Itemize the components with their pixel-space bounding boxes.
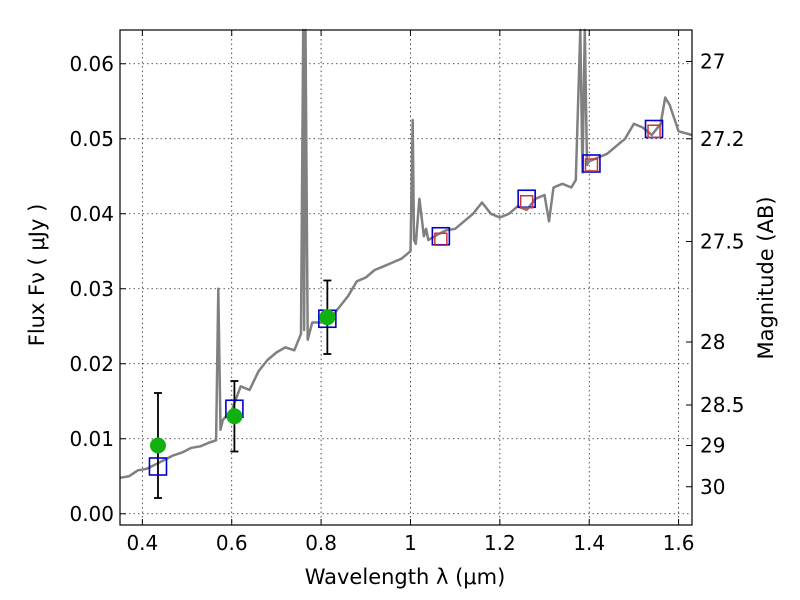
x-tick-label: 0.8	[305, 531, 337, 555]
y-tick-label: 0.06	[69, 52, 114, 76]
y-tick-label: 0.03	[69, 277, 114, 301]
x-tick-label: 1	[404, 531, 417, 555]
y-tick-label: 0.05	[69, 127, 114, 151]
x-tick-label: 0.4	[126, 531, 158, 555]
right-tick-label: 30	[700, 475, 725, 499]
y-tick-label: 0.01	[69, 427, 114, 451]
x-tick-label: 1.4	[573, 531, 605, 555]
x-tick-label: 0.6	[216, 531, 248, 555]
right-tick-label: 28	[700, 330, 725, 354]
observed-photometry-point	[319, 309, 336, 326]
model-photometry-box	[148, 457, 168, 476]
observed-photometry-point	[149, 437, 166, 454]
right-tick-label: 27.5	[700, 230, 745, 254]
right-tick-label: 27.2	[700, 127, 745, 151]
x-tick-label: 1.6	[663, 531, 695, 555]
y-axis-label: Flux Fν ( μJy )	[25, 204, 49, 347]
observed-photometry-point	[226, 408, 243, 425]
plot-frame	[119, 29, 693, 526]
x-tick-label: 1.2	[484, 531, 516, 555]
observed-photometry-box	[434, 232, 448, 246]
y-tick-label: 0.04	[69, 202, 114, 226]
spectrum-layer	[119, 28, 693, 480]
model-photometry-box	[582, 154, 601, 173]
grid	[120, 30, 692, 525]
y-tick-label: 0.00	[69, 502, 114, 526]
observed-photometry-box	[519, 195, 534, 209]
x-axis-label: Wavelength λ (μm)	[305, 565, 506, 589]
right-tick-label: 29	[700, 434, 725, 458]
right-tick-label: 27	[700, 50, 725, 74]
photometry-box-layer	[148, 119, 664, 476]
spectrum-line	[119, 28, 693, 480]
observed-dot-layer	[149, 309, 336, 454]
observed-photometry-box	[584, 158, 599, 172]
right-tick-label: 28.5	[700, 393, 745, 417]
tick-layer: 0.4 0.6 0.8 1 1.2 1.4 1.6 0.00 0.01 0.02 0.03 0.04 0…	[69, 30, 745, 555]
observed-photometry-box	[647, 124, 661, 138]
right-axis-label: Magnitude (AB)	[754, 196, 778, 359]
y-tick-label: 0.02	[69, 352, 114, 376]
